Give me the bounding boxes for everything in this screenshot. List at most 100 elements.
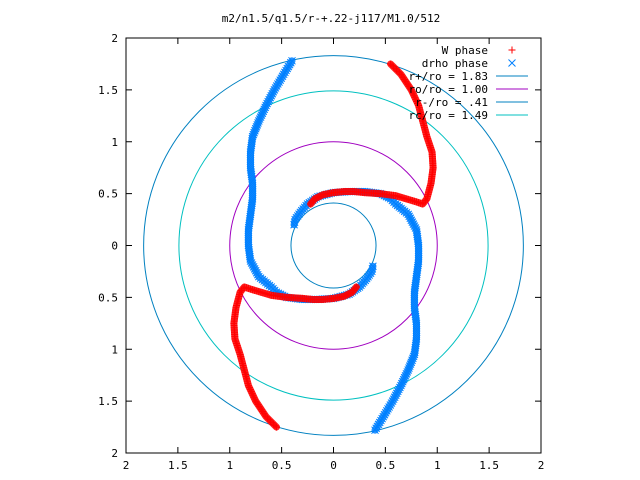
series-0-point-120 — [391, 64, 399, 72]
x-tick-label-0: 2 — [123, 459, 130, 472]
y-tick-label-1: 1.5 — [98, 84, 118, 97]
series-1-point-141 — [396, 383, 404, 392]
series-1-point-148 — [270, 86, 279, 94]
series-1-point-134 — [256, 113, 265, 121]
series-1-point-148 — [388, 397, 397, 405]
series-1-point-143 — [265, 95, 274, 104]
series-1-point-131 — [254, 119, 262, 127]
series-1-point-128 — [407, 358, 416, 367]
series-1-point-152 — [275, 78, 283, 86]
series-1-point-139 — [397, 379, 406, 388]
series-0-point-122 — [388, 61, 396, 69]
series-1-point-150 — [386, 401, 395, 409]
series-1-point-127 — [408, 356, 416, 365]
series-0-point-121 — [390, 63, 398, 71]
series-1-point-126 — [409, 354, 417, 363]
series-0-point-118 — [265, 416, 273, 424]
series-1-point-60 — [254, 272, 263, 281]
x-tick-label-3: 0.5 — [272, 459, 292, 472]
x-tick-label-8: 2 — [538, 459, 545, 472]
legend-label-1: drho phase — [422, 57, 488, 70]
series-1-point-60 — [404, 210, 413, 219]
y-tick-label-6: 1 — [111, 343, 118, 356]
legend-swatch-0 — [508, 46, 516, 54]
series-1-point-160 — [374, 420, 383, 429]
y-tick-label-0: 2 — [111, 32, 118, 45]
series-0-point-117 — [264, 414, 272, 422]
series-1-point-138 — [260, 105, 269, 114]
x-tick-label-5: 0.5 — [375, 459, 395, 472]
series-1-point-67 — [247, 259, 256, 267]
legend-entry-2: r+/ro = 1.83 — [409, 70, 528, 83]
series-0-point-119 — [267, 417, 275, 425]
series-1-point-63 — [251, 266, 260, 275]
legend-label-5: rc/ro = 1.49 — [409, 109, 488, 122]
series-0-point-123 — [387, 60, 395, 68]
series-1-point-159 — [283, 64, 292, 73]
series-1-point-149 — [387, 399, 396, 407]
series-1-point-62 — [252, 268, 261, 277]
series-1-point-142 — [395, 385, 403, 394]
series-1-point-67 — [411, 224, 420, 232]
series-1-point-132 — [254, 117, 263, 125]
series-1-point-131 — [405, 364, 413, 372]
series-1-point-65 — [249, 263, 258, 271]
series-1-point-144 — [392, 389, 401, 398]
series-1-point-124 — [410, 350, 419, 359]
series-1-point-63 — [407, 216, 416, 225]
series-0-point-121 — [269, 420, 277, 428]
legend-label-4: r-/ro = .41 — [415, 96, 488, 109]
series-1-point-65 — [409, 220, 418, 228]
series-1-point-132 — [404, 366, 413, 374]
x-tick-label-1: 1.5 — [168, 459, 188, 472]
reference-circles — [143, 55, 524, 436]
series-1-point-135 — [401, 371, 410, 380]
series-1-point-134 — [402, 370, 411, 378]
series-1-point-163 — [288, 56, 296, 65]
circle-0 — [143, 55, 524, 436]
series-0-arm-1 — [230, 283, 360, 431]
series-1-point-129 — [252, 122, 261, 131]
y-tick-label-7: 1.5 — [98, 395, 118, 408]
series-1-arm-0-band — [244, 57, 377, 303]
series-1-point-147 — [389, 395, 398, 404]
x-tick-label-7: 1.5 — [479, 459, 499, 472]
x-tick-label-6: 1 — [434, 459, 441, 472]
y-tick-label-2: 1 — [111, 136, 118, 149]
series-1-point-124 — [248, 132, 257, 141]
series-1-point-151 — [385, 403, 393, 411]
circle-3 — [178, 90, 489, 401]
x-tick-label-4: 0 — [330, 459, 337, 472]
y-tick-label-5: 0.5 — [98, 291, 118, 304]
series-0-point-122 — [271, 422, 279, 430]
series-1-point-130 — [405, 362, 414, 370]
series-1-point-153 — [382, 406, 391, 415]
series-1-point-160 — [284, 62, 293, 71]
series-1-point-137 — [399, 375, 408, 384]
series-1-point-66 — [410, 222, 419, 230]
series-1-point-130 — [253, 121, 262, 129]
series-1-point-141 — [263, 99, 271, 108]
series-1-point-159 — [375, 418, 384, 427]
series-1-point-61 — [253, 270, 262, 279]
series-1-point-155 — [380, 410, 389, 419]
series-1-point-151 — [274, 80, 282, 88]
series-1-point-135 — [257, 111, 266, 120]
series-1-point-139 — [261, 103, 270, 112]
series-1-point-136 — [258, 109, 267, 118]
series-0-arm-0 — [307, 60, 437, 208]
legend-entry-0: W phase — [442, 44, 516, 57]
y-tick-label-4: 0 — [111, 240, 118, 253]
series-1-point-145 — [267, 91, 276, 100]
circle-1 — [229, 141, 438, 350]
series-1-point-137 — [259, 107, 268, 116]
series-0-point-56 — [421, 197, 429, 205]
legend-label-0: W phase — [442, 44, 488, 57]
series-0-point-118 — [394, 67, 402, 75]
series-1-point-158 — [282, 66, 290, 75]
series-0-arm-1-band — [230, 283, 360, 431]
series-1-point-154 — [277, 74, 286, 83]
series-1-arm-1 — [290, 187, 423, 435]
